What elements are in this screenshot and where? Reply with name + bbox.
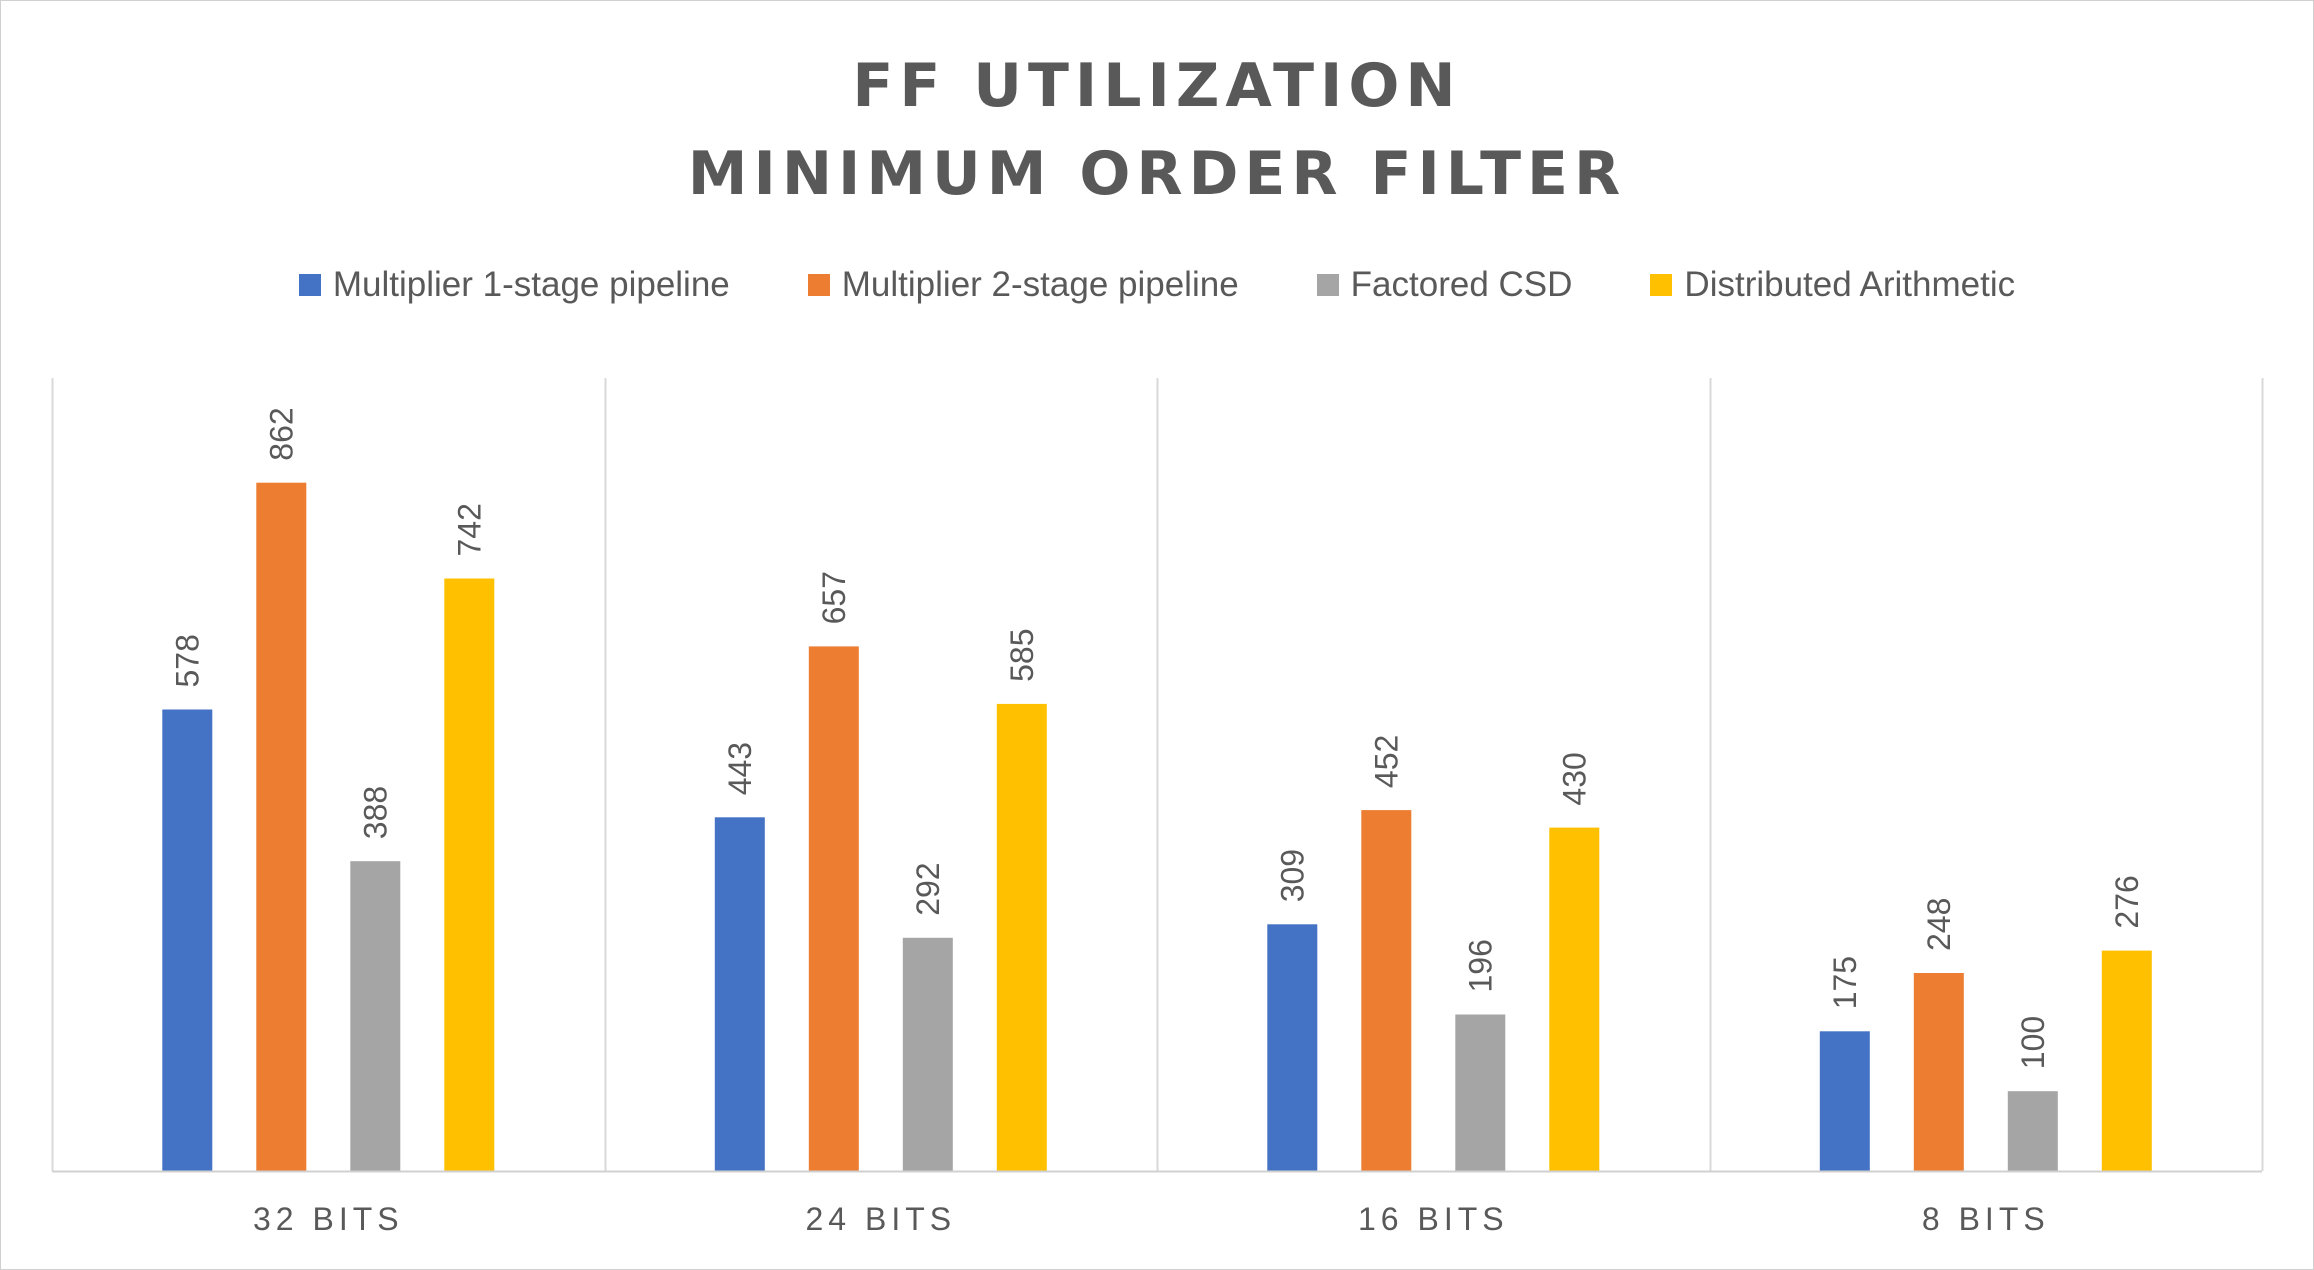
bar-series-4-8-bits [2101, 950, 2152, 1171]
data-label: 248 [1921, 898, 1957, 951]
bar-series-4-16-bits [1549, 827, 1600, 1171]
legend-item-series-4[interactable]: Distributed Arithmetic [1650, 265, 2015, 305]
bar-series-1-24-bits [714, 817, 765, 1171]
bar-series-3-16-bits [1455, 1014, 1506, 1171]
bar-series-2-32-bits [256, 482, 307, 1171]
bar-series-4-32-bits [444, 578, 495, 1171]
bar-series-1-32-bits [162, 709, 213, 1171]
data-label: 862 [263, 407, 299, 460]
bar-series-3-8-bits [2007, 1091, 2058, 1171]
x-tick-label: 8 BITS [1922, 1201, 2050, 1237]
bar-series-1-16-bits [1267, 924, 1318, 1171]
legend-item-series-1[interactable]: Multiplier 1-stage pipeline [298, 265, 730, 305]
bar-series-3-24-bits [902, 937, 953, 1171]
legend-swatch-series-2 [807, 274, 830, 296]
legend-label-series-3: Factored CSD [1350, 265, 1573, 304]
data-label: 309 [1274, 849, 1310, 902]
chart-legend: Multiplier 1-stage pipeline Multiplier 2… [0, 260, 2314, 310]
data-label: 388 [357, 786, 393, 839]
legend-swatch-series-3 [1316, 274, 1339, 296]
bar-series-2-24-bits [808, 646, 859, 1171]
data-label: 443 [722, 742, 758, 795]
bar-series-3-32-bits [350, 861, 401, 1171]
x-tick-label: 16 BITS [1358, 1201, 1509, 1237]
data-label: 292 [910, 862, 946, 915]
chart-title-line-2: MINIMUM ORDER FILTER [687, 139, 1627, 209]
legend-swatch-series-1 [298, 274, 321, 296]
bar-series-2-16-bits [1361, 810, 1412, 1171]
data-label: 100 [2015, 1016, 2051, 1069]
x-tick-label: 24 BITS [805, 1201, 956, 1237]
legend-label-series-2: Multiplier 2-stage pipeline [841, 265, 1239, 304]
legend-label-series-4: Distributed Arithmetic [1684, 265, 2016, 304]
data-label: 578 [169, 634, 205, 687]
data-label: 175 [1827, 956, 1863, 1009]
bar-series-1-8-bits [1819, 1031, 1870, 1171]
data-label: 430 [1556, 752, 1592, 805]
bar-series-2-8-bits [1913, 973, 1964, 1171]
legend-swatch-series-4 [1650, 274, 1673, 296]
legend-label-series-1: Multiplier 1-stage pipeline [332, 265, 730, 304]
data-label: 276 [2109, 875, 2145, 928]
bar-series-4-24-bits [996, 703, 1047, 1171]
data-label: 657 [816, 571, 852, 624]
legend-item-series-3[interactable]: Factored CSD [1316, 265, 1573, 305]
x-tick-label: 32 BITS [253, 1201, 404, 1237]
chart-title-line-1: FF UTILIZATION [852, 51, 1462, 121]
data-label: 585 [1004, 629, 1040, 682]
data-label: 452 [1368, 735, 1404, 788]
data-label: 742 [451, 503, 487, 556]
data-label: 196 [1462, 939, 1498, 992]
legend-item-series-2[interactable]: Multiplier 2-stage pipeline [807, 265, 1239, 305]
